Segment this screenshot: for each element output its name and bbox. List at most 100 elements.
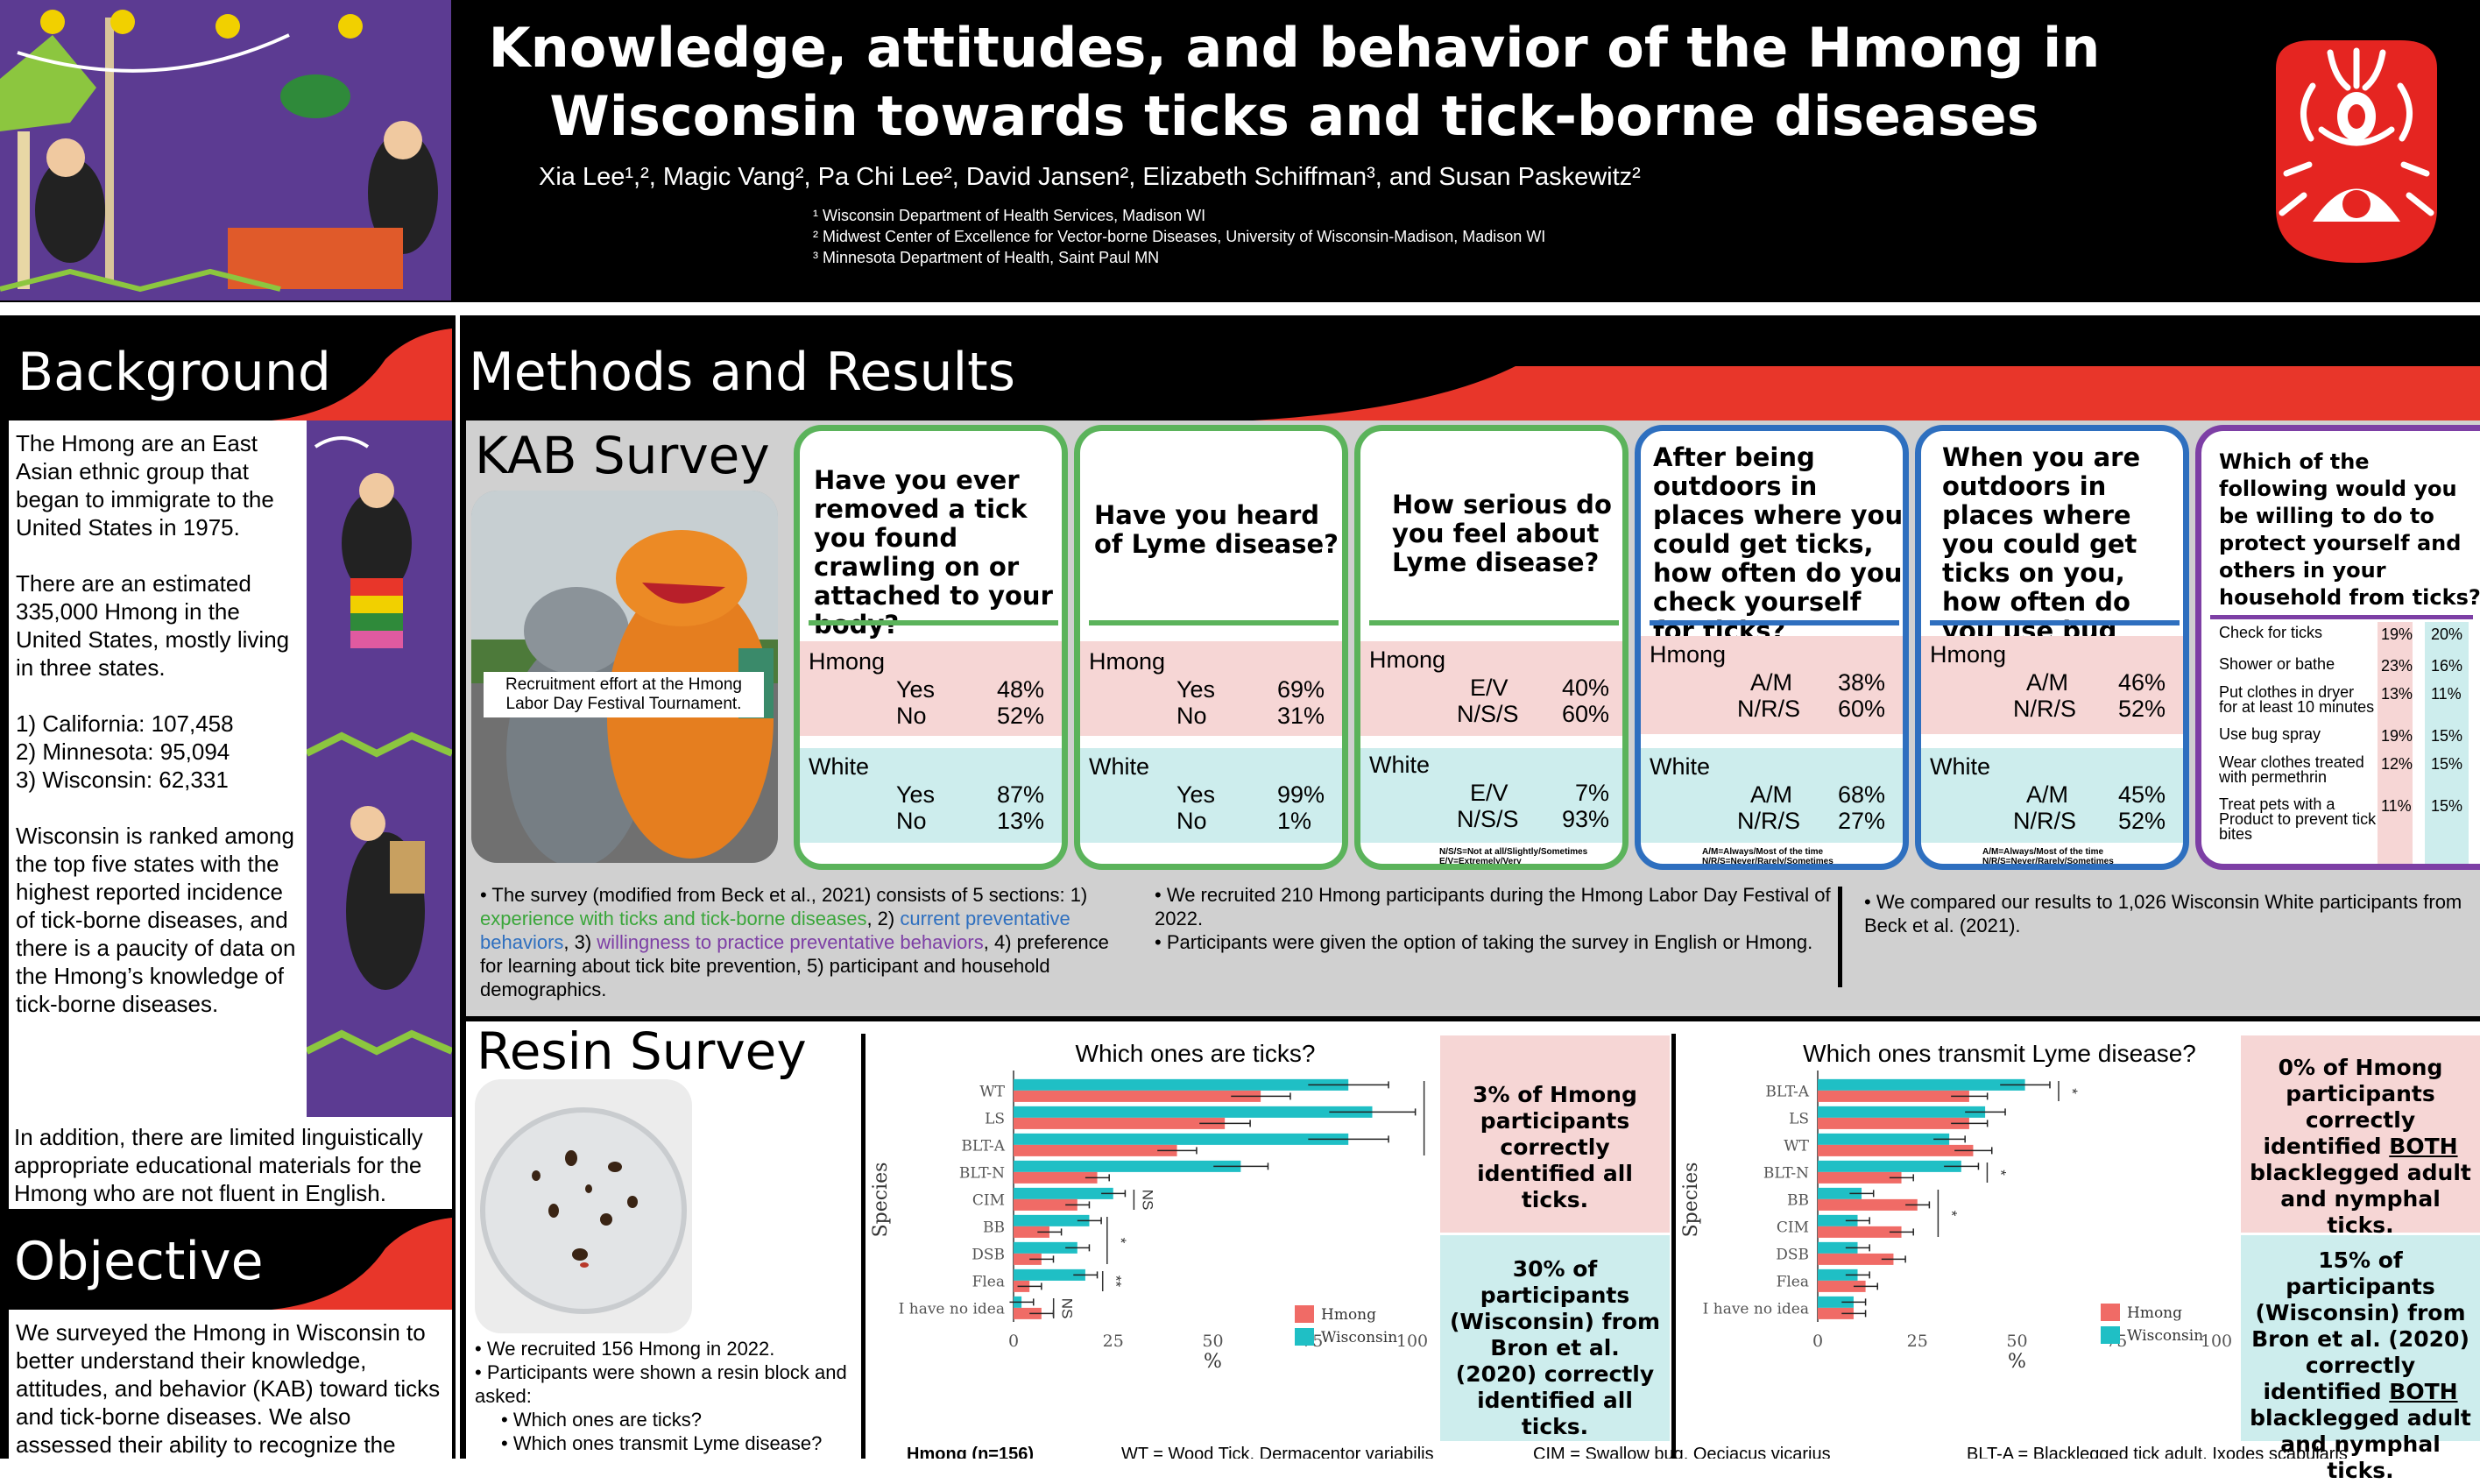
- q6-white-column: [2425, 622, 2469, 864]
- category-label: BB: [1787, 1192, 1809, 1210]
- callout-1-box: [1440, 1035, 1670, 1233]
- bar-hmong: [1818, 1144, 1974, 1156]
- category-label: WT: [979, 1084, 1005, 1101]
- resin-divider-top: [466, 1016, 2480, 1021]
- title-line-2: Wisconsin towards ticks and tick-borne d…: [549, 84, 2039, 148]
- q5-white-nrs: N/R/S: [2013, 808, 2077, 834]
- question-3-white-label: White: [1369, 752, 1431, 778]
- callout-2: 30% of participants (Wisconsin) from Bro…: [1449, 1256, 1661, 1439]
- q5-note-1: A/M=Always/Most of the time: [1982, 847, 2104, 857]
- q6-item-label: Put clothes in dryer for at least 10 min…: [2219, 683, 2375, 716]
- callout-2-box: [1440, 1235, 1670, 1441]
- q6-item-label: Check for ticks: [2219, 624, 2323, 641]
- significance-label: NS: [1139, 1190, 1155, 1211]
- q1-hmong-yes: Yes: [896, 676, 936, 703]
- desc1-mid2: , 3): [563, 931, 597, 953]
- q3-note-2: E/V=Extremely/Very: [1439, 857, 1522, 866]
- callout-4-a: 15% of participants (Wisconsin) from Bro…: [2251, 1247, 2469, 1404]
- resin-block-photo: [475, 1079, 692, 1333]
- poster-title: Knowledge, attitudes, and behavior of th…: [447, 14, 2142, 151]
- question-3-text: How serious do you feel about Lyme disea…: [1392, 490, 1612, 577]
- q6-item-white: 11%: [2431, 685, 2462, 703]
- bar-hmong: [1014, 1226, 1049, 1238]
- significance-label: **: [1108, 1276, 1125, 1288]
- q1-white-no: No: [896, 808, 927, 834]
- q6-item-label: Wear clothes treated with permethrin: [2219, 753, 2364, 786]
- legend-swatch: [1295, 1305, 1314, 1323]
- bar-hmong: [1014, 1144, 1177, 1156]
- q5-hmong-am: A/M: [2026, 669, 2069, 696]
- category-label: LS: [985, 1111, 1005, 1128]
- bar-wisconsin: [1014, 1214, 1090, 1226]
- q2-hmong-yes: Yes: [1176, 676, 1216, 703]
- bar-wisconsin: [1818, 1214, 1858, 1226]
- title-line-1: Knowledge, attitudes, and behavior of th…: [488, 16, 2101, 80]
- category-label: I have no idea: [1703, 1301, 1809, 1318]
- q2-hmong-yes-val: 69%: [1277, 676, 1325, 703]
- affiliation-1: ¹ Wisconsin Department of Health Service…: [813, 207, 1206, 224]
- background-list-2: 2) Minnesota: 95,094: [16, 738, 230, 765]
- objective-header-band: Objective: [9, 1213, 452, 1310]
- kab-description-1: • The survey (modified from Beck et al.,…: [480, 884, 1109, 1000]
- background-text: The Hmong are an East Asian ethnic group…: [16, 429, 305, 1018]
- bar-wisconsin: [1014, 1078, 1349, 1091]
- desc3: We compared our results to 1,026 Wiscons…: [1864, 891, 2462, 936]
- q4-hmong-am-val: 38%: [1838, 669, 1886, 696]
- background-para-1: The Hmong are an East Asian ethnic group…: [16, 430, 274, 541]
- question-4-white-label: White: [1650, 753, 1711, 780]
- q5-white-am: A/M: [2026, 781, 2069, 808]
- legend-swatch: [1295, 1328, 1314, 1346]
- question-1-white-label: White: [809, 753, 870, 780]
- objective-text: We surveyed the Hmong in Wisconsin to be…: [16, 1319, 441, 1458]
- q6-item-white: 20%: [2431, 625, 2463, 643]
- question-1-divider: [809, 620, 1058, 625]
- q1-white-yes: Yes: [896, 781, 936, 808]
- question-2-divider: [1089, 620, 1339, 625]
- resin-heading: Resin Survey: [477, 1021, 807, 1081]
- objective-heading: Objective: [14, 1231, 264, 1292]
- legend-label: Wisconsin: [1321, 1329, 1397, 1346]
- background-header-band: Background: [9, 324, 452, 420]
- x-tick-label: 50: [2006, 1332, 2027, 1351]
- q2-white-no: No: [1176, 808, 1207, 834]
- resin-bullet-2: Participants were shown a resin block an…: [475, 1361, 847, 1407]
- kab-description-2: • We recruited 210 Hmong participants du…: [1155, 884, 1831, 953]
- bar-wisconsin: [1818, 1296, 1854, 1308]
- question-5-divider: [1930, 620, 2180, 625]
- q6-item-hmong: 13%: [2381, 685, 2413, 703]
- question-2-white-label: White: [1089, 753, 1150, 780]
- q5-white-am-val: 45%: [2118, 781, 2166, 808]
- question-2-hmong-block: [1080, 641, 1342, 736]
- q3-hmong-nss-val: 60%: [1562, 701, 1610, 727]
- callout-3-box: [2241, 1035, 2480, 1233]
- callout-4-c: blacklegged adult and nymphal ticks.: [2250, 1405, 2471, 1483]
- bar-wisconsin: [1014, 1241, 1077, 1254]
- footer-3: CIM = Swallow bug, Oeciacus vicarius: [1533, 1445, 1831, 1459]
- question-card-6: Which of the following would you be will…: [2195, 425, 2480, 870]
- footer-1: Hmong (n=156): [907, 1445, 1035, 1459]
- bar-hmong: [1014, 1117, 1226, 1129]
- question-3-hmong-label: Hmong: [1369, 647, 1446, 673]
- bar-hmong: [1818, 1090, 1969, 1102]
- embroidery-image-side: [307, 420, 452, 1117]
- desc1-blue: current preventative behaviors: [480, 908, 1070, 953]
- resin-bullet-3: Which ones are ticks?: [512, 1409, 703, 1431]
- q4-white-nrs-val: 27%: [1838, 808, 1886, 834]
- desc2b: Participants were given the option of ta…: [1166, 931, 1813, 953]
- category-label: LS: [1789, 1111, 1809, 1128]
- bar-wisconsin: [1014, 1160, 1241, 1172]
- category-label: BLT-A: [961, 1138, 1005, 1155]
- q1-hmong-yes-val: 48%: [997, 676, 1045, 703]
- methods-header-band: Methods and Results: [464, 322, 2480, 420]
- q5-white-nrs-val: 52%: [2118, 808, 2166, 834]
- resin-vertical-divider-2: [1671, 1034, 1676, 1459]
- callout-3-b: BOTH: [2389, 1134, 2458, 1159]
- question-4-divider: [1650, 620, 1899, 625]
- methods-heading: Methods and Results: [469, 342, 1015, 403]
- x-tick-label: 0: [1812, 1332, 1823, 1351]
- q4-hmong-nrs-val: 60%: [1838, 696, 1886, 722]
- desc1-green: experience with ticks and tick-borne dis…: [480, 908, 867, 929]
- y-axis-label: Species: [1680, 1162, 1702, 1238]
- category-label: DSB: [972, 1247, 1005, 1264]
- bar-hmong: [1818, 1198, 1918, 1211]
